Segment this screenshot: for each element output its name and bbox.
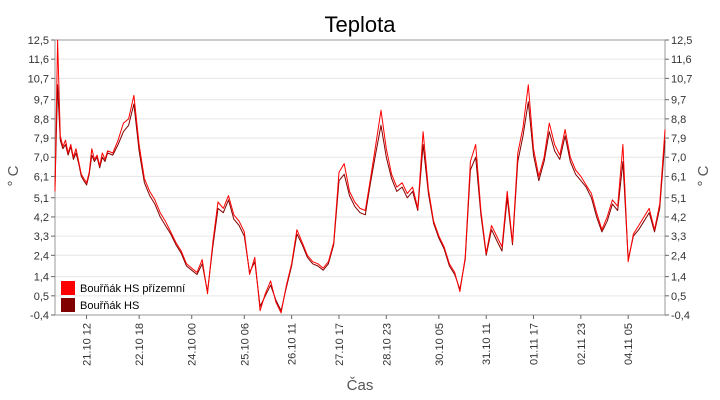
y-tick-label: -0,4 (30, 310, 49, 322)
x-tick-label: 31.10 11 (481, 323, 493, 365)
y-tick-label: 2,4 (671, 250, 686, 262)
y-tick-label: 4,2 (671, 212, 686, 224)
chart-title: Teplota (325, 12, 397, 37)
series-line-1 (54, 84, 666, 312)
y-tick-label: 2,4 (34, 250, 49, 262)
legend-swatch (61, 281, 75, 295)
x-tick-label: 30.10 05 (434, 323, 446, 366)
y-tick-label: 11,6 (28, 54, 49, 66)
x-tick-label: 26.10 11 (287, 323, 299, 365)
x-tick-label: 25.10 06 (239, 323, 251, 366)
x-tick-label: 22.10 18 (134, 323, 146, 366)
y-tick-label: 6,1 (34, 171, 49, 183)
y-tick-label: 9,7 (671, 95, 686, 107)
y-axis-label-left: ° C (5, 165, 22, 186)
y-tick-label: 10,7 (671, 73, 692, 85)
y-tick-label: 1,4 (34, 272, 49, 284)
y-tick-label: 4,2 (34, 212, 49, 224)
y-tick-label: 6,1 (671, 171, 686, 183)
legend-label: Bouřňák HS (80, 300, 139, 312)
legend-label: Bouřňák HS přízemní (80, 283, 185, 295)
y-tick-label: 7,0 (671, 152, 686, 164)
x-tick-label: 27.10 17 (334, 323, 346, 366)
y-tick-label: -0,4 (671, 310, 690, 322)
y-tick-label: 11,6 (671, 54, 692, 66)
series-line-0 (54, 39, 666, 314)
x-tick-label: 02.11 23 (576, 323, 588, 365)
x-tick-label: 04.11 05 (623, 323, 635, 365)
legend: Bouřňák HS přízemní Bouřňák HS (61, 281, 185, 312)
x-tick-label: 28.10 23 (381, 323, 393, 366)
y-tick-label: 7,0 (34, 152, 49, 164)
series-layer (54, 39, 666, 314)
y-tick-label: 3,3 (34, 231, 49, 243)
y-tick-label: 7,9 (671, 133, 686, 145)
x-axis-label: Čas (347, 377, 374, 394)
y-tick-label: 5,1 (671, 193, 686, 205)
x-axis: 21.10 12 22.10 18 24.10 00 25.10 06 26.10 11… (82, 315, 635, 366)
y-tick-label: 0,5 (34, 291, 49, 303)
y-tick-label: 3,3 (671, 231, 686, 243)
y-tick-label: 12,5 (28, 35, 49, 47)
x-tick-label: 01.11 17 (529, 323, 541, 365)
y-axis-right: 12,5 11,6 10,7 9,7 8,8 7,9 7,0 6,1 5,1 4,2 3,3 2,4 1… (665, 35, 692, 322)
y-axis-label-right: ° C (695, 165, 712, 186)
y-tick-label: 0,5 (671, 291, 686, 303)
y-axis-left: 12,5 11,6 10,7 9,7 8,8 7,9 7,0 6,1 5,1 4,2 3,3 2,4 1… (28, 35, 55, 322)
y-tick-label: 8,8 (671, 114, 686, 126)
y-tick-label: 9,7 (34, 95, 49, 107)
y-tick-label: 8,8 (34, 114, 49, 126)
legend-swatch (61, 298, 75, 312)
y-tick-label: 1,4 (671, 272, 686, 284)
x-tick-label: 24.10 00 (187, 323, 199, 366)
y-tick-label: 12,5 (671, 35, 692, 47)
x-tick-label: 21.10 12 (82, 323, 94, 366)
y-tick-label: 7,9 (34, 133, 49, 145)
y-tick-label: 5,1 (34, 193, 49, 205)
y-tick-label: 10,7 (28, 73, 49, 85)
